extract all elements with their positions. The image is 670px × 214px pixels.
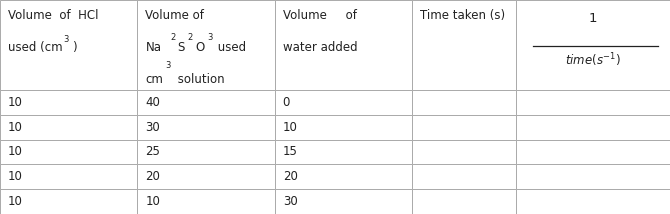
Text: S: S — [178, 41, 185, 54]
Text: Na: Na — [145, 41, 161, 54]
Text: 10: 10 — [8, 121, 23, 134]
Bar — [516, 115, 670, 140]
Text: O: O — [195, 41, 204, 54]
Text: 10: 10 — [8, 146, 23, 158]
Text: 10: 10 — [8, 195, 23, 208]
Bar — [137, 115, 275, 140]
Text: 30: 30 — [145, 121, 160, 134]
Text: 30: 30 — [283, 195, 297, 208]
Bar — [137, 90, 275, 115]
Bar — [516, 90, 670, 115]
Text: Volume  of  HCl: Volume of HCl — [8, 9, 98, 22]
Text: 3: 3 — [165, 61, 171, 70]
Bar — [137, 140, 275, 164]
Text: 0: 0 — [283, 96, 290, 109]
Text: 10: 10 — [145, 195, 160, 208]
Bar — [275, 0, 412, 90]
Bar — [412, 115, 516, 140]
Bar — [137, 189, 275, 214]
Text: 2: 2 — [170, 33, 176, 42]
Bar — [0, 140, 137, 164]
Bar — [0, 90, 137, 115]
Text: solution: solution — [174, 73, 224, 86]
Bar — [412, 164, 516, 189]
Text: 15: 15 — [283, 146, 297, 158]
Text: used: used — [214, 41, 247, 54]
Bar — [0, 164, 137, 189]
Text: 20: 20 — [145, 170, 160, 183]
Bar — [516, 0, 670, 90]
Bar — [412, 189, 516, 214]
Text: Time taken (s): Time taken (s) — [420, 9, 505, 22]
Text: ): ) — [72, 41, 77, 54]
Text: 10: 10 — [8, 170, 23, 183]
Text: 3: 3 — [207, 33, 212, 42]
Bar — [412, 140, 516, 164]
Bar — [0, 0, 137, 90]
Text: 1: 1 — [589, 12, 597, 25]
Text: Volume     of: Volume of — [283, 9, 356, 22]
Bar — [516, 189, 670, 214]
Text: 25: 25 — [145, 146, 160, 158]
Bar — [412, 90, 516, 115]
Bar — [0, 115, 137, 140]
Bar — [275, 140, 412, 164]
Bar — [137, 0, 275, 90]
Text: 3: 3 — [64, 35, 69, 44]
Bar — [275, 189, 412, 214]
Text: 10: 10 — [8, 96, 23, 109]
Bar — [412, 0, 516, 90]
Text: $\mathit{time}(s^{-1})$: $\mathit{time}(s^{-1})$ — [565, 51, 621, 69]
Bar — [275, 90, 412, 115]
Bar — [516, 164, 670, 189]
Text: Volume of: Volume of — [145, 9, 204, 22]
Text: cm: cm — [145, 73, 163, 86]
Text: 40: 40 — [145, 96, 160, 109]
Bar — [275, 115, 412, 140]
Bar — [0, 189, 137, 214]
Bar — [275, 164, 412, 189]
Text: 10: 10 — [283, 121, 297, 134]
Text: 20: 20 — [283, 170, 297, 183]
Text: used (cm: used (cm — [8, 41, 63, 54]
Bar — [516, 140, 670, 164]
Bar — [137, 164, 275, 189]
Text: water added: water added — [283, 41, 357, 54]
Text: 2: 2 — [188, 33, 193, 42]
